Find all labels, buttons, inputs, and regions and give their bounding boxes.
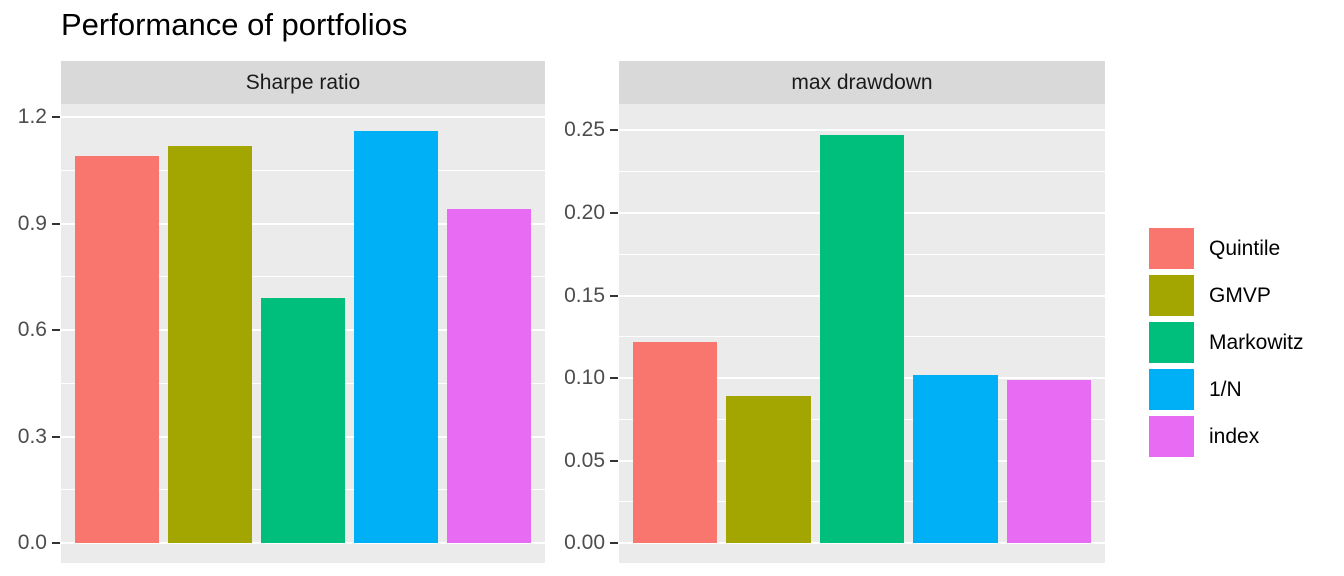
legend-swatch-1-n: [1149, 369, 1194, 410]
legend-swatch-index: [1149, 416, 1194, 457]
bar-gmvp-sharpe-ratio: [168, 145, 252, 544]
legend-swatch-gmvp: [1149, 275, 1194, 316]
bar-index-max-drawdown: [1006, 379, 1091, 544]
y-tick-label: 0.20: [564, 200, 605, 224]
gridline-major: [61, 116, 545, 119]
gridline-major: [619, 129, 1105, 132]
y-tick-mark: [610, 377, 618, 380]
legend-item-markowitz: Markowitz: [1149, 322, 1304, 363]
y-tick-mark: [52, 222, 60, 225]
bar-quintile-sharpe-ratio: [74, 156, 159, 544]
panel-max-drawdown: [619, 104, 1105, 563]
bar-markowitz-max-drawdown: [819, 135, 905, 544]
legend-label-markowitz: Markowitz: [1209, 330, 1304, 354]
legend-item-1-n: 1/N: [1149, 369, 1304, 410]
bar-markowitz-sharpe-ratio: [261, 298, 345, 544]
panel-sharpe-ratio: [61, 104, 545, 563]
bar-index-sharpe-ratio: [447, 209, 532, 544]
y-tick-mark: [52, 435, 60, 438]
legend-label-1-n: 1/N: [1209, 377, 1242, 401]
gridline-major: [61, 222, 545, 225]
y-tick-mark: [610, 294, 618, 297]
legend-item-quintile: Quintile: [1149, 228, 1304, 269]
y-tick-label: 0.00: [564, 531, 605, 555]
gridline-major: [619, 542, 1105, 545]
legend-swatch-quintile: [1149, 228, 1194, 269]
legend-item-index: index: [1149, 416, 1304, 457]
facet-strip-max-drawdown-label: max drawdown: [791, 70, 933, 94]
y-tick-label: 0.15: [564, 283, 605, 307]
y-tick-mark: [52, 542, 60, 545]
legend-label-gmvp: GMVP: [1209, 283, 1271, 307]
facet-strip-sharpe-ratio: Sharpe ratio: [61, 61, 545, 104]
y-tick-label: 1.2: [17, 105, 47, 129]
y-tick-mark: [610, 459, 618, 462]
bar-quintile-max-drawdown: [633, 341, 718, 544]
y-tick-label: 0.3: [17, 424, 47, 448]
facet-strip-max-drawdown: max drawdown: [619, 61, 1105, 104]
facet-strip-sharpe-ratio-label: Sharpe ratio: [245, 70, 361, 94]
y-tick-label: 0.6: [17, 318, 47, 342]
legend-item-gmvp: GMVP: [1149, 275, 1304, 316]
y-tick-mark: [610, 211, 618, 214]
gridline-minor: [61, 169, 545, 171]
bar-1-n-max-drawdown: [913, 374, 998, 544]
y-tick-label: 0.9: [17, 211, 47, 235]
y-tick-mark: [52, 329, 60, 332]
legend-label-quintile: Quintile: [1209, 236, 1281, 260]
chart-title: Performance of portfolios: [61, 7, 408, 42]
legend: Quintile GMVP Markowitz 1/N index: [1149, 228, 1304, 463]
y-tick-mark: [610, 129, 618, 132]
y-tick-mark: [52, 116, 60, 119]
bar-1-n-sharpe-ratio: [354, 131, 438, 544]
y-tick-label: 0.25: [564, 118, 605, 142]
bar-gmvp-max-drawdown: [726, 396, 811, 544]
y-axis-sharpe-ratio: 0.0 0.3 0.6 0.9 1.2: [0, 104, 61, 563]
y-tick-label: 0.0: [17, 531, 47, 555]
y-tick-label: 0.05: [564, 448, 605, 472]
y-axis-max-drawdown: 0.00 0.05 0.10 0.15 0.20 0.25: [539, 104, 619, 563]
legend-swatch-markowitz: [1149, 322, 1194, 363]
gridline-major: [61, 542, 545, 545]
legend-label-index: index: [1209, 424, 1260, 448]
y-tick-mark: [610, 542, 618, 545]
gridline-minor: [61, 276, 545, 278]
y-tick-label: 0.10: [564, 366, 605, 390]
